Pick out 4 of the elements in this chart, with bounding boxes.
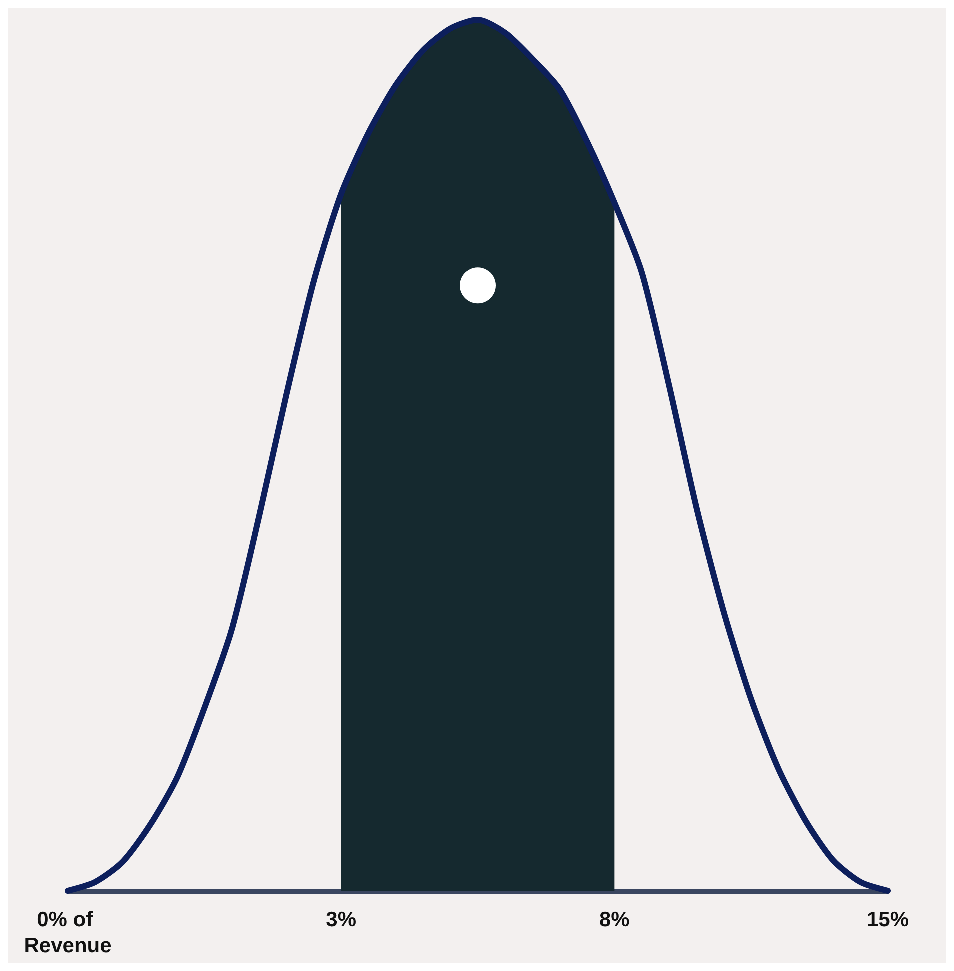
x-tick-label: 15%: [866, 908, 910, 932]
x-tick-label: 8%: [599, 908, 630, 932]
x-tick-label: 3%: [326, 908, 357, 932]
x-tick-label: 0% of Revenue: [24, 908, 112, 958]
